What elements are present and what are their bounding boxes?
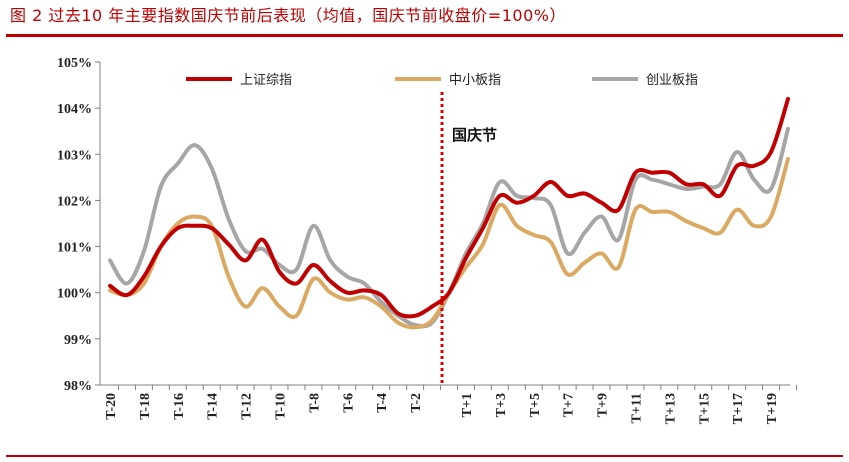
x-tick-label: T+5 [528, 393, 543, 417]
y-tick-label: 103% [57, 148, 92, 163]
x-tick-label: T-12 [240, 393, 255, 420]
legend-label: 创业板指 [646, 73, 698, 88]
y-tick-label: 100% [57, 287, 92, 302]
x-tick-label: T-20 [104, 393, 119, 420]
x-tick-label: T-4 [375, 393, 390, 413]
x-tick-label: T+3 [494, 393, 509, 417]
x-tick-label: T+15 [697, 393, 712, 424]
x-tick-label: T+13 [663, 393, 678, 424]
x-tick-label: T-14 [206, 393, 221, 420]
chart-title: 图 2 过去10 年主要指数国庆节前后表现（均值，国庆节前收盘价=100%） [10, 6, 566, 25]
x-tick-label: T+17 [731, 393, 746, 424]
title-rule [6, 34, 843, 37]
x-tick-label: T-10 [274, 393, 289, 420]
x-tick-label: T+1 [460, 393, 475, 417]
holiday-annotation: 国庆节 [452, 126, 497, 144]
y-tick-label: 105% [57, 56, 92, 71]
series-lines [108, 96, 790, 330]
annotation: 国庆节 [440, 92, 497, 385]
y-tick-label: 102% [57, 194, 92, 209]
x-tick-label: T+9 [596, 393, 611, 417]
x-tick-label: T+19 [765, 393, 780, 424]
legend: 上证综指 中小板指 创业板指 [186, 73, 698, 88]
x-tick-label: T-6 [341, 393, 356, 413]
x-tick-label: T+11 [629, 393, 644, 424]
x-tick-label: T-8 [307, 393, 322, 413]
x-tick-label: T-2 [409, 393, 424, 413]
x-tick-label: T-18 [138, 393, 153, 420]
y-tick-label: 98% [64, 379, 92, 394]
legend-label: 中小板指 [449, 73, 501, 88]
x-tick-label: T-16 [172, 393, 187, 420]
x-tick-label: T+7 [562, 393, 577, 417]
legend-label: 上证综指 [240, 73, 292, 88]
y-tick-label: 99% [64, 333, 92, 348]
series-line-1 [108, 96, 790, 319]
y-tick-label: 104% [57, 102, 92, 117]
footer-rule [6, 455, 843, 457]
y-tick-label: 101% [57, 241, 92, 256]
axes: 98% 99% 100% 101% 102% 103% 104% 105% T-20 T-18 T-… [57, 56, 797, 424]
